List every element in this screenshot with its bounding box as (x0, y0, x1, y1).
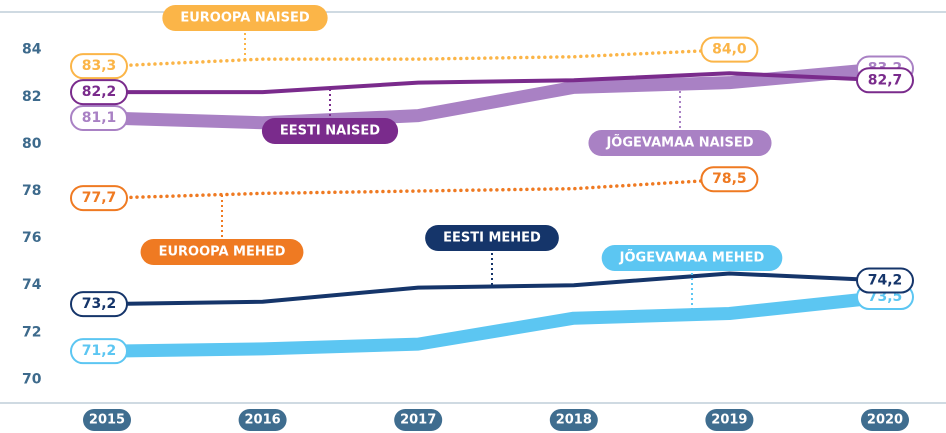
value-label-pill (70, 53, 128, 80)
series-line (105, 71, 887, 95)
x-tick-label: 2019 (711, 413, 747, 428)
legend-label: EUROOPA MEHED (159, 245, 286, 260)
legend-item: EESTI NAISED (261, 118, 399, 144)
value-label-pill (70, 104, 128, 131)
value-label-pill (70, 185, 128, 212)
legend-pill (588, 130, 772, 156)
x-tick-label: 2015 (89, 413, 125, 428)
legend-pill (162, 5, 328, 31)
value-label: 82,2 (82, 84, 117, 100)
value-label: 73,2 (82, 296, 117, 312)
legend-label: EUROOPA NAISED (180, 11, 309, 26)
x-tick-pill (705, 409, 754, 431)
y-tick-label: 72 (22, 324, 41, 340)
legend-item: JÕGEVAMAA MEHED (601, 245, 783, 271)
legend-item: EUROOPA NAISED (162, 5, 328, 31)
value-label-pill (70, 79, 128, 106)
series-line (105, 271, 887, 307)
x-tick-pill (394, 409, 443, 431)
series-line (100, 290, 892, 358)
value-label: 77,7 (82, 190, 117, 206)
value-label-pill (70, 291, 128, 318)
x-tick-pill (83, 409, 131, 431)
value-label-pill (70, 338, 128, 365)
legend-pill (261, 118, 399, 144)
y-tick-label: 84 (22, 42, 42, 58)
x-tick-pill (238, 409, 287, 431)
series-line (105, 47, 732, 68)
x-tick-label: 2020 (867, 413, 903, 428)
y-tick-label: 70 (22, 371, 42, 387)
y-tick-label: 82 (22, 89, 41, 105)
value-label: 82,7 (868, 72, 903, 88)
value-label: 81,1 (82, 110, 117, 126)
value-label: 71,2 (82, 343, 117, 359)
y-tick-label: 76 (22, 230, 41, 246)
legend-label: JÕGEVAMAA NAISED (605, 135, 753, 151)
x-tick-pill (861, 409, 909, 431)
y-tick-label: 74 (22, 277, 42, 293)
value-label: 83,3 (82, 58, 117, 74)
legend-label: JÕGEVAMAA MEHED (619, 250, 765, 266)
value-label-pill (700, 166, 759, 193)
series-line (105, 177, 732, 200)
value-label: 74,2 (868, 273, 903, 289)
legend-label: EESTI MEHED (443, 231, 541, 246)
legend-item: JÕGEVAMAA NAISED (588, 130, 772, 156)
x-tick-pill (549, 409, 598, 431)
legend-item: EESTI MEHED (425, 225, 559, 251)
value-label-pill (856, 267, 914, 294)
value-label: 84,0 (712, 42, 747, 58)
x-tick-label: 2018 (556, 413, 592, 428)
legend-item: EUROOPA MEHED (140, 239, 304, 265)
value-label-pill (856, 67, 914, 94)
value-label: 78,5 (712, 171, 747, 187)
series-line (100, 62, 892, 130)
x-tick-label: 2017 (400, 413, 436, 428)
y-tick-label: 80 (22, 136, 42, 152)
legend-pill (601, 245, 783, 271)
y-tick-label: 78 (22, 183, 41, 199)
x-tick-label: 2016 (245, 413, 281, 428)
legend-pill (425, 225, 559, 251)
value-label-pill (700, 36, 759, 63)
legend-pill (140, 239, 304, 265)
legend-label: EESTI NAISED (280, 124, 380, 139)
